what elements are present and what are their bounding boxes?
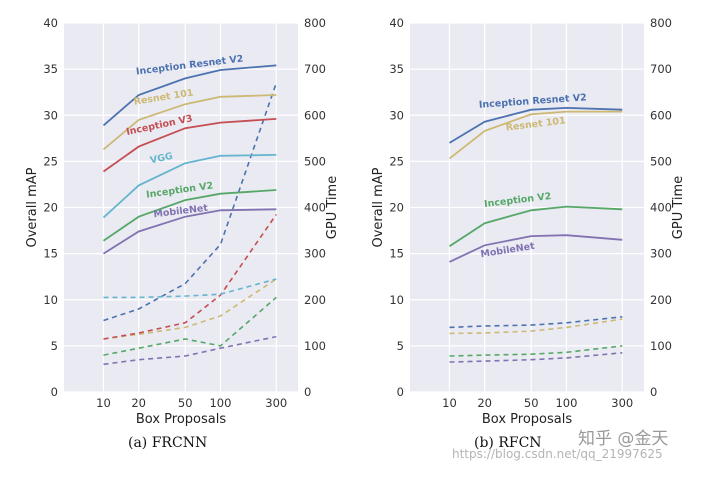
- gpu-time-line: [103, 278, 277, 299]
- y-right-tick-label: 700: [304, 62, 326, 76]
- y-right-tick-label: 800: [650, 16, 672, 30]
- y-tick-label: 0: [397, 385, 404, 399]
- x-axis-label: Box Proposals: [136, 412, 226, 427]
- y-right-tick-label: 400: [304, 201, 326, 215]
- y-right-tick-label: 400: [650, 201, 672, 215]
- y-axis-label: Overall mAP: [25, 167, 40, 247]
- gpu-time-line: [103, 296, 277, 356]
- gpu-time-line: [449, 318, 623, 335]
- y-right-tick-label: 100: [650, 339, 672, 353]
- gpu-time-line: [103, 278, 277, 340]
- x-tick-label: 50: [178, 396, 193, 410]
- y-right-tick-label: 100: [304, 339, 326, 353]
- map-line: [102, 118, 277, 173]
- x-tick-label: 10: [96, 396, 111, 410]
- y-tick-label: 35: [43, 62, 58, 76]
- gpu-time-line: [103, 335, 277, 366]
- y-right-tick-label: 300: [304, 247, 326, 261]
- watermark-url: https://blog.csdn.net/qq_21997625: [452, 447, 663, 461]
- y-right-tick-label: 300: [650, 247, 672, 261]
- y-right-tick-label: 0: [650, 385, 657, 399]
- map-line: [102, 94, 277, 151]
- y-tick-label: 10: [389, 293, 404, 307]
- y-tick-label: 5: [397, 339, 404, 353]
- chart-rfcn: 0510152025303540010020030040050060070080…: [371, 16, 686, 427]
- map-line: [448, 110, 623, 160]
- x-tick-label: 20: [477, 396, 492, 410]
- y-tick-label: 35: [389, 62, 404, 76]
- gpu-time-line: [449, 352, 623, 363]
- x-tick-label: 50: [524, 396, 539, 410]
- y-tick-label: 40: [389, 16, 404, 30]
- y-tick-label: 25: [389, 154, 404, 168]
- x-tick-label: 300: [265, 396, 287, 410]
- caption-frcnn: (a) FRCNN: [128, 435, 208, 451]
- gpu-time-line: [449, 345, 623, 357]
- y-right-tick-label: 800: [304, 16, 326, 30]
- y-right-tick-label: 0: [304, 385, 311, 399]
- y-tick-label: 30: [389, 108, 404, 122]
- y-tick-label: 20: [43, 201, 58, 215]
- map-line: [102, 64, 277, 127]
- x-tick-label: 10: [442, 396, 457, 410]
- y-tick-label: 10: [43, 293, 58, 307]
- map-line: [102, 189, 277, 242]
- y-tick-label: 40: [43, 16, 58, 30]
- gpu-time-line: [103, 213, 277, 340]
- gpu-time-line: [103, 82, 278, 322]
- y-axis-label: Overall mAP: [371, 167, 386, 247]
- map-line: [449, 106, 623, 144]
- series-label: VGG: [149, 151, 174, 167]
- y-tick-label: 0: [51, 385, 58, 399]
- watermark-brand: 知乎 @金天: [578, 429, 669, 449]
- caption-rfcn: (b) RFCN: [474, 435, 542, 451]
- y-right-tick-label: 600: [650, 108, 672, 122]
- y-right-tick-label: 200: [650, 293, 672, 307]
- map-line: [102, 154, 277, 219]
- map-line: [103, 208, 277, 255]
- map-line: [449, 205, 623, 247]
- y-tick-label: 5: [51, 339, 58, 353]
- x-axis-label: Box Proposals: [482, 412, 572, 427]
- y-right-axis-label: GPU Time: [671, 176, 686, 239]
- y-tick-label: 20: [389, 201, 404, 215]
- y-tick-label: 25: [43, 154, 58, 168]
- x-tick-label: 100: [555, 396, 577, 410]
- x-tick-label: 20: [131, 396, 146, 410]
- y-right-tick-label: 700: [650, 62, 672, 76]
- y-right-tick-label: 500: [304, 154, 326, 168]
- chart-frcnn: 0510152025303540010020030040050060070080…: [25, 16, 340, 427]
- y-tick-label: 30: [43, 108, 58, 122]
- x-tick-label: 100: [209, 396, 231, 410]
- y-right-tick-label: 200: [304, 293, 326, 307]
- y-right-tick-label: 500: [650, 154, 672, 168]
- gpu-time-line: [449, 316, 623, 329]
- map-line: [449, 234, 623, 263]
- y-right-tick-label: 600: [304, 108, 326, 122]
- y-tick-label: 15: [43, 247, 58, 261]
- x-tick-label: 300: [611, 396, 633, 410]
- y-tick-label: 15: [389, 247, 404, 261]
- y-right-axis-label: GPU Time: [325, 176, 340, 239]
